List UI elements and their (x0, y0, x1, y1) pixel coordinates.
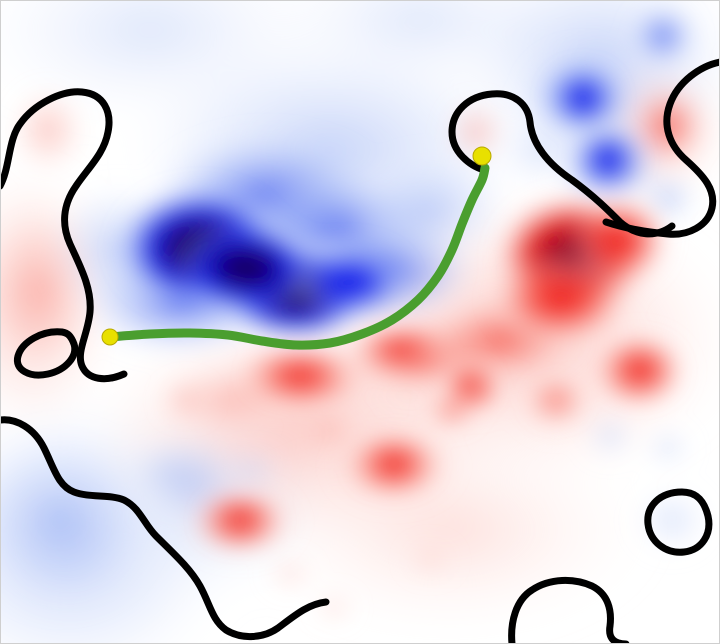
scalar-field-figure (0, 0, 720, 644)
heatmap-field (0, 0, 720, 644)
